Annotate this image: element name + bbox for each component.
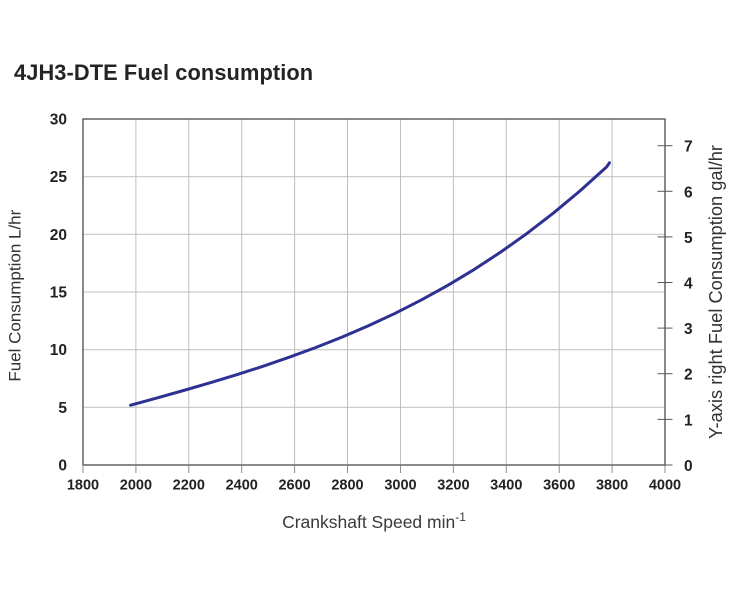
svg-text:3800: 3800: [596, 478, 628, 494]
svg-text:5: 5: [58, 400, 67, 417]
svg-text:2800: 2800: [331, 478, 363, 494]
svg-text:0: 0: [58, 458, 67, 475]
svg-text:20: 20: [50, 227, 67, 244]
svg-text:3600: 3600: [543, 478, 575, 494]
svg-text:4: 4: [684, 276, 693, 293]
svg-text:6: 6: [684, 184, 693, 201]
svg-text:15: 15: [50, 285, 68, 302]
svg-text:2400: 2400: [226, 478, 258, 494]
svg-text:1800: 1800: [67, 478, 99, 494]
svg-text:Crankshaft Speed min-1: Crankshaft Speed min-1: [282, 510, 466, 532]
svg-text:Y-axis right Fuel Consumption: Y-axis right Fuel Consumption gal/hr: [705, 145, 726, 439]
svg-text:2: 2: [684, 367, 693, 384]
svg-text:2200: 2200: [173, 478, 205, 494]
svg-text:25: 25: [50, 169, 68, 186]
svg-text:7: 7: [684, 139, 693, 156]
svg-text:1: 1: [684, 412, 693, 429]
svg-text:3: 3: [684, 321, 693, 338]
svg-text:2600: 2600: [278, 478, 310, 494]
svg-text:3000: 3000: [384, 478, 416, 494]
svg-text:3200: 3200: [437, 478, 469, 494]
svg-text:10: 10: [50, 342, 67, 359]
svg-text:2000: 2000: [120, 478, 152, 494]
svg-text:5: 5: [684, 230, 693, 247]
svg-text:4000: 4000: [649, 478, 681, 494]
svg-text:Fuel Consumption L/hr: Fuel Consumption L/hr: [6, 209, 25, 381]
svg-text:0: 0: [684, 458, 693, 475]
svg-text:3400: 3400: [490, 478, 522, 494]
svg-text:30: 30: [50, 112, 67, 129]
